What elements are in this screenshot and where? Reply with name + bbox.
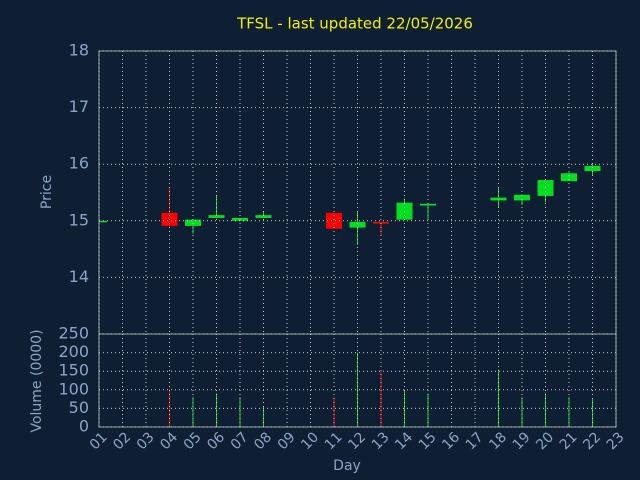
candle-body [373,221,389,224]
y-tick-label: 16 [69,154,89,173]
y2-tick-label: 200 [58,342,89,361]
y2-tick-label: 100 [58,379,89,398]
candle-body [185,219,201,226]
y-tick-label: 15 [69,210,89,229]
y-tick-label: 17 [69,97,89,116]
y2-tick-label: 0 [79,417,89,436]
candle-body [326,212,342,229]
candle-body [349,221,366,228]
candle-body [584,165,601,171]
y2-axis-label: Volume (0000) [29,329,45,432]
candle-body [514,194,530,201]
y-tick-label: 14 [69,267,89,286]
candle-body [255,215,272,218]
y-axis-label: Price [39,175,55,209]
candle-body [561,173,577,182]
candle-body [208,215,225,218]
y-tick-label: 18 [69,41,89,60]
x-axis-label: Day [333,458,361,474]
candle-body [99,220,107,223]
chart-title: TFSL - last updated 22/05/2026 [236,15,473,33]
y2-tick-label: 250 [58,324,89,343]
candle-body [420,203,436,206]
y2-tick-label: 50 [69,398,89,417]
y2-tick-label: 150 [58,361,89,380]
